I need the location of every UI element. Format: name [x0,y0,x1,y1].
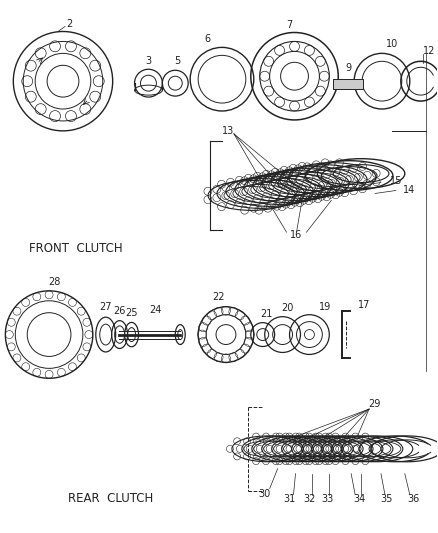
Text: 27: 27 [99,302,112,312]
Text: REAR  CLUTCH: REAR CLUTCH [68,492,153,505]
Text: 31: 31 [283,494,296,504]
Bar [333,79,363,89]
Text: 33: 33 [321,494,333,504]
Text: 22: 22 [212,292,224,302]
Text: 10: 10 [386,39,398,50]
Text: 9: 9 [345,63,351,73]
Text: 32: 32 [303,494,316,504]
Text: 12: 12 [423,46,435,56]
Text: 2: 2 [66,19,72,29]
Text: 34: 34 [353,494,365,504]
Text: 7: 7 [286,20,293,29]
Text: 29: 29 [368,399,380,409]
Text: 28: 28 [48,277,60,287]
Text: 25: 25 [125,308,138,318]
Text: 14: 14 [403,185,415,196]
Text: 24: 24 [149,305,162,314]
Text: 15: 15 [390,175,402,185]
Text: 3: 3 [145,56,152,66]
Text: 26: 26 [113,306,126,316]
Text: 6: 6 [204,35,210,44]
Text: 19: 19 [319,302,332,312]
Text: 5: 5 [174,56,180,66]
Text: 17: 17 [358,300,370,310]
Text: 36: 36 [408,494,420,504]
Text: 30: 30 [258,489,271,498]
Text: 13: 13 [222,126,234,136]
Text: FRONT  CLUTCH: FRONT CLUTCH [29,241,123,255]
Text: 35: 35 [381,494,393,504]
Text: 21: 21 [261,309,273,319]
Text: 20: 20 [281,303,294,313]
Text: 16: 16 [290,230,303,240]
